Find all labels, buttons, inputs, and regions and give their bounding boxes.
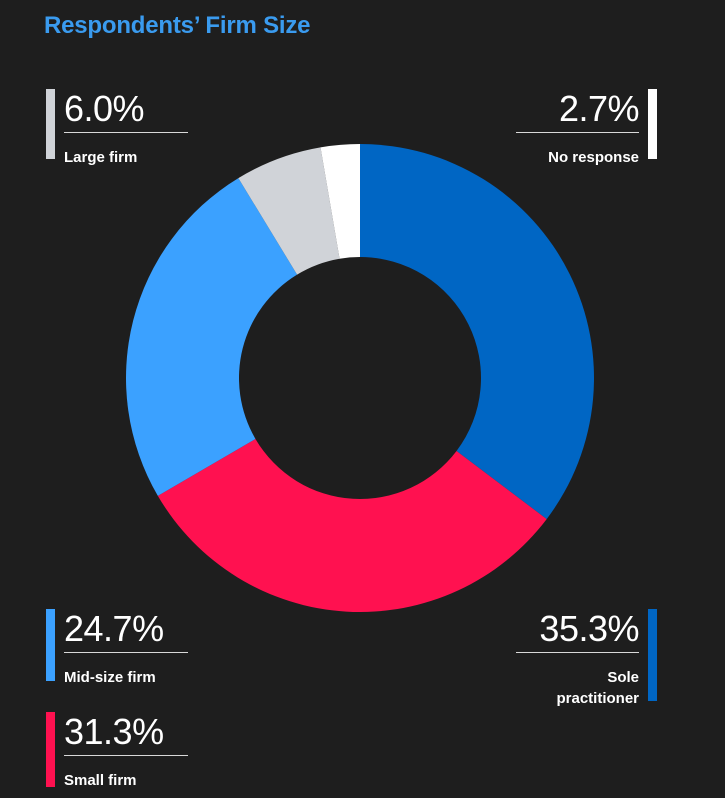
callout-mid-size-firm: 24.7% Mid-size firm <box>46 609 188 688</box>
callout-small-firm: 31.3% Small firm <box>46 712 188 791</box>
chart-title: Respondents’ Firm Size <box>44 12 311 39</box>
callout-mid-size-firm-value: 24.7% <box>64 609 188 653</box>
callout-sole-practitioner: 35.3% Sole practitioner <box>516 609 657 709</box>
callout-large-firm: 6.0% Large firm <box>46 89 188 168</box>
legend-swatch-sole-practitioner <box>648 609 657 701</box>
legend-swatch-mid-size-firm <box>46 609 55 681</box>
legend-swatch-no-response <box>648 89 657 159</box>
donut-slice-sole-practitioner <box>360 144 595 520</box>
callout-sole-practitioner-label-line1: Sole <box>607 669 639 686</box>
callout-large-firm-value: 6.0% <box>64 89 188 133</box>
callout-no-response-value: 2.7% <box>516 89 640 133</box>
callout-small-firm-value: 31.3% <box>64 712 188 756</box>
callout-small-firm-label: Small firm <box>64 772 137 789</box>
callout-no-response-label: No response <box>548 149 639 166</box>
callout-large-firm-label: Large firm <box>64 149 138 166</box>
donut-slice-large-firm <box>238 147 340 275</box>
legend-swatch-large-firm <box>46 89 55 159</box>
callout-mid-size-firm-label: Mid-size firm <box>64 669 156 686</box>
donut-slice-small-firm <box>157 438 547 612</box>
legend-swatch-small-firm <box>46 712 55 787</box>
donut-slice-no-response <box>320 144 360 259</box>
callout-sole-practitioner-value: 35.3% <box>516 609 640 653</box>
callout-sole-practitioner-label: Sole practitioner <box>516 667 639 709</box>
callout-no-response: 2.7% No response <box>516 89 657 168</box>
donut-slice-mid-size-firm <box>125 178 298 496</box>
callout-sole-practitioner-label-line2: practitioner <box>556 690 639 707</box>
